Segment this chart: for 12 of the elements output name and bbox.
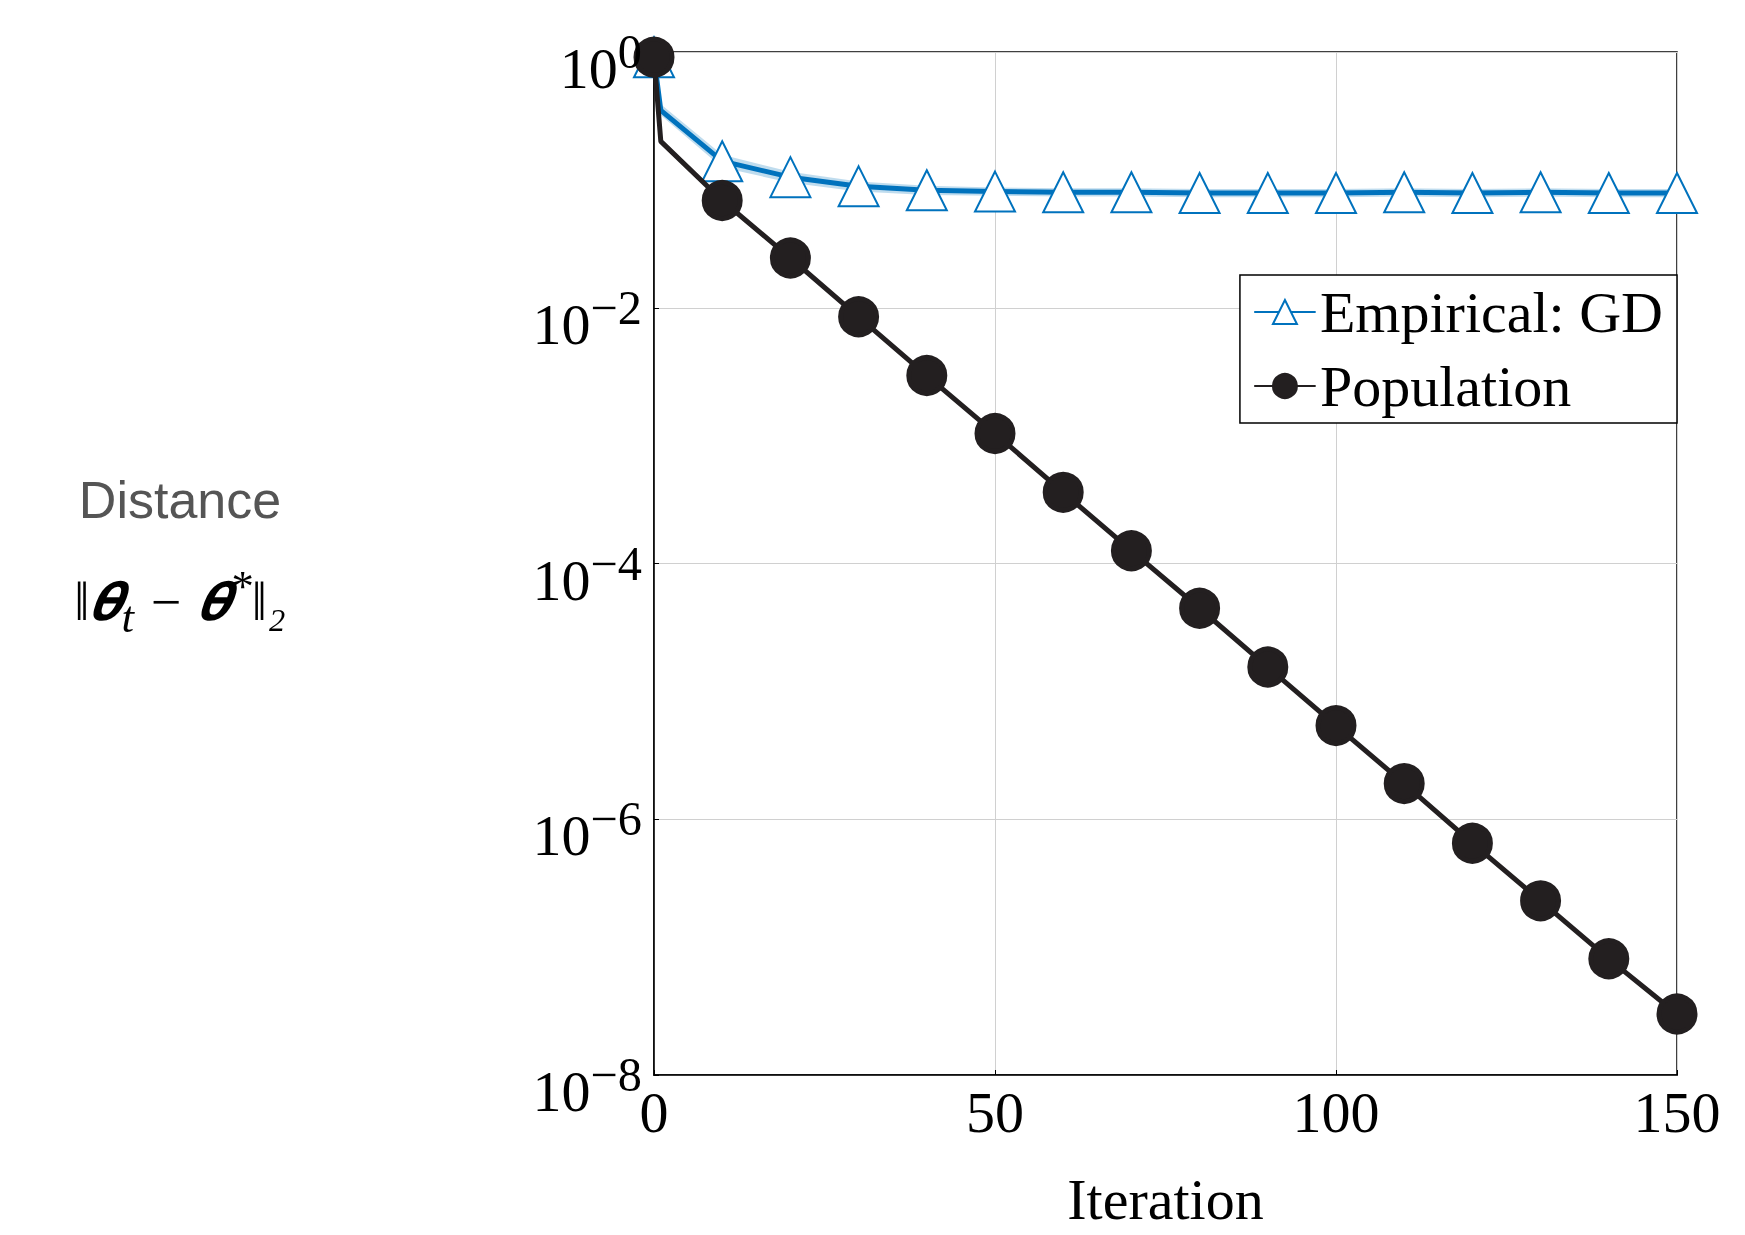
x-tick-label: 0 <box>639 1079 669 1145</box>
y-tick-label: 10$^{−8}$ <box>532 1048 642 1125</box>
x-tick-label: 150 <box>1633 1079 1721 1145</box>
y-tick-label: 10$^{−6}$ <box>532 791 642 871</box>
x-tick-label: 100 <box>1292 1079 1380 1145</box>
y-axis-title: Distance ‖𝜽$_{t}$ − 𝜽$^{*}$‖₂ <box>73 470 287 643</box>
legend-label: Empirical: GD <box>1319 279 1664 345</box>
y-tick-label: 10$^{−4}$ <box>532 535 642 615</box>
y-tick-label: 10$^{−2}$ <box>532 279 642 360</box>
x-tick-label: 50 <box>966 1079 1024 1145</box>
legend-label: Population <box>1319 353 1572 419</box>
x-axis-title: Iteration <box>1067 1166 1264 1232</box>
